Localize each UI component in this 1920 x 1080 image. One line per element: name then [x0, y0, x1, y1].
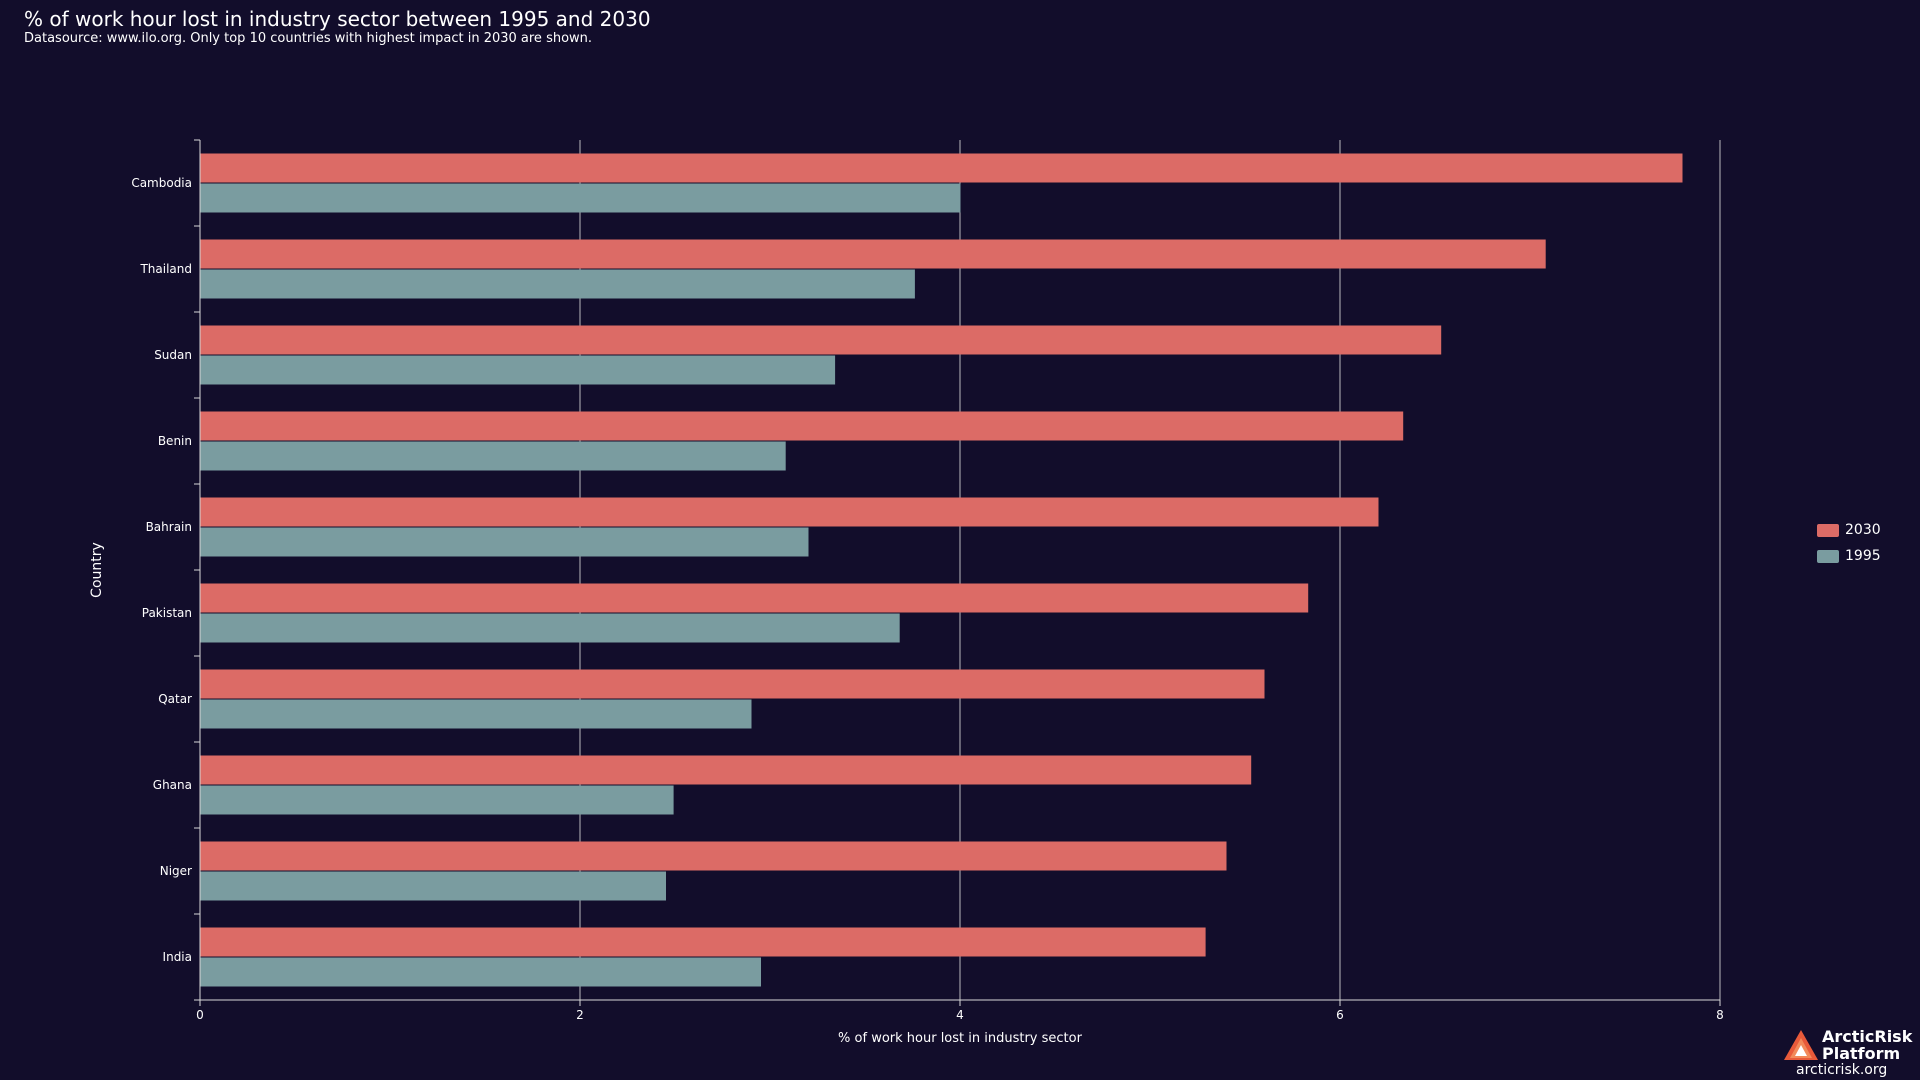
arcticrisk-logo: ArcticRisk Platform arcticrisk.org	[1782, 1028, 1912, 1078]
logo-name: ArcticRisk Platform	[1822, 1028, 1912, 1062]
bar-1995-sudan[interactable]	[200, 355, 836, 385]
legend: 2030 1995	[1817, 517, 1881, 569]
logo-name-line2: Platform	[1822, 1044, 1901, 1063]
bar-2030-thailand[interactable]	[200, 239, 1546, 269]
legend-swatch-2030	[1817, 523, 1839, 537]
x-tick-label-0: 0	[196, 1008, 204, 1022]
bar-2030-pakistan[interactable]	[200, 583, 1309, 613]
chart-subtitle: Datasource: www.ilo.org. Only top 10 cou…	[24, 31, 593, 46]
chart-title: % of work hour lost in industry sector b…	[24, 7, 651, 31]
y-tick-label-india: India	[163, 950, 192, 964]
x-tick-label-8: 8	[1716, 1008, 1724, 1022]
y-axis-title: Country	[89, 542, 105, 598]
bar-1995-thailand[interactable]	[200, 269, 915, 299]
bar-1995-pakistan[interactable]	[200, 613, 900, 643]
x-tick-label-4: 4	[956, 1008, 964, 1022]
bar-1995-india[interactable]	[200, 957, 761, 987]
y-tick-label-cambodia: Cambodia	[131, 176, 192, 190]
y-tick-label-qatar: Qatar	[158, 692, 192, 706]
bar-2030-india[interactable]	[200, 927, 1206, 957]
bar-2030-ghana[interactable]	[200, 755, 1252, 785]
y-tick-label-pakistan: Pakistan	[142, 606, 192, 620]
bar-2030-sudan[interactable]	[200, 325, 1442, 355]
bar-1995-qatar[interactable]	[200, 699, 752, 729]
bar-1995-benin[interactable]	[200, 441, 786, 471]
bar-1995-cambodia[interactable]	[200, 183, 961, 213]
legend-item-2030[interactable]: 2030	[1817, 517, 1881, 543]
logo-triangle-icon	[1784, 1030, 1818, 1060]
legend-swatch-1995	[1817, 549, 1839, 563]
x-axis-title: % of work hour lost in industry sector	[838, 1031, 1083, 1046]
y-tick-label-sudan: Sudan	[154, 348, 192, 362]
legend-label-2030: 2030	[1845, 522, 1881, 538]
x-tick-label-6: 6	[1336, 1008, 1344, 1022]
logo-url: arcticrisk.org	[1796, 1062, 1888, 1078]
bar-2030-qatar[interactable]	[200, 669, 1265, 699]
bar-2030-bahrain[interactable]	[200, 497, 1379, 527]
bar-1995-niger[interactable]	[200, 871, 666, 901]
x-tick-label-2: 2	[576, 1008, 584, 1022]
bar-2030-niger[interactable]	[200, 841, 1227, 871]
y-tick-label-niger: Niger	[160, 864, 192, 878]
y-tick-label-benin: Benin	[158, 434, 192, 448]
legend-item-1995[interactable]: 1995	[1817, 543, 1881, 569]
bar-2030-benin[interactable]	[200, 411, 1404, 441]
logo-name-line1: ArcticRisk	[1822, 1027, 1913, 1046]
y-tick-label-bahrain: Bahrain	[146, 520, 192, 534]
bar-2030-cambodia[interactable]	[200, 153, 1683, 183]
legend-label-1995: 1995	[1845, 548, 1881, 564]
y-tick-label-thailand: Thailand	[139, 262, 192, 276]
bar-1995-bahrain[interactable]	[200, 527, 809, 557]
y-tick-label-ghana: Ghana	[153, 778, 192, 792]
bar-1995-ghana[interactable]	[200, 785, 674, 815]
